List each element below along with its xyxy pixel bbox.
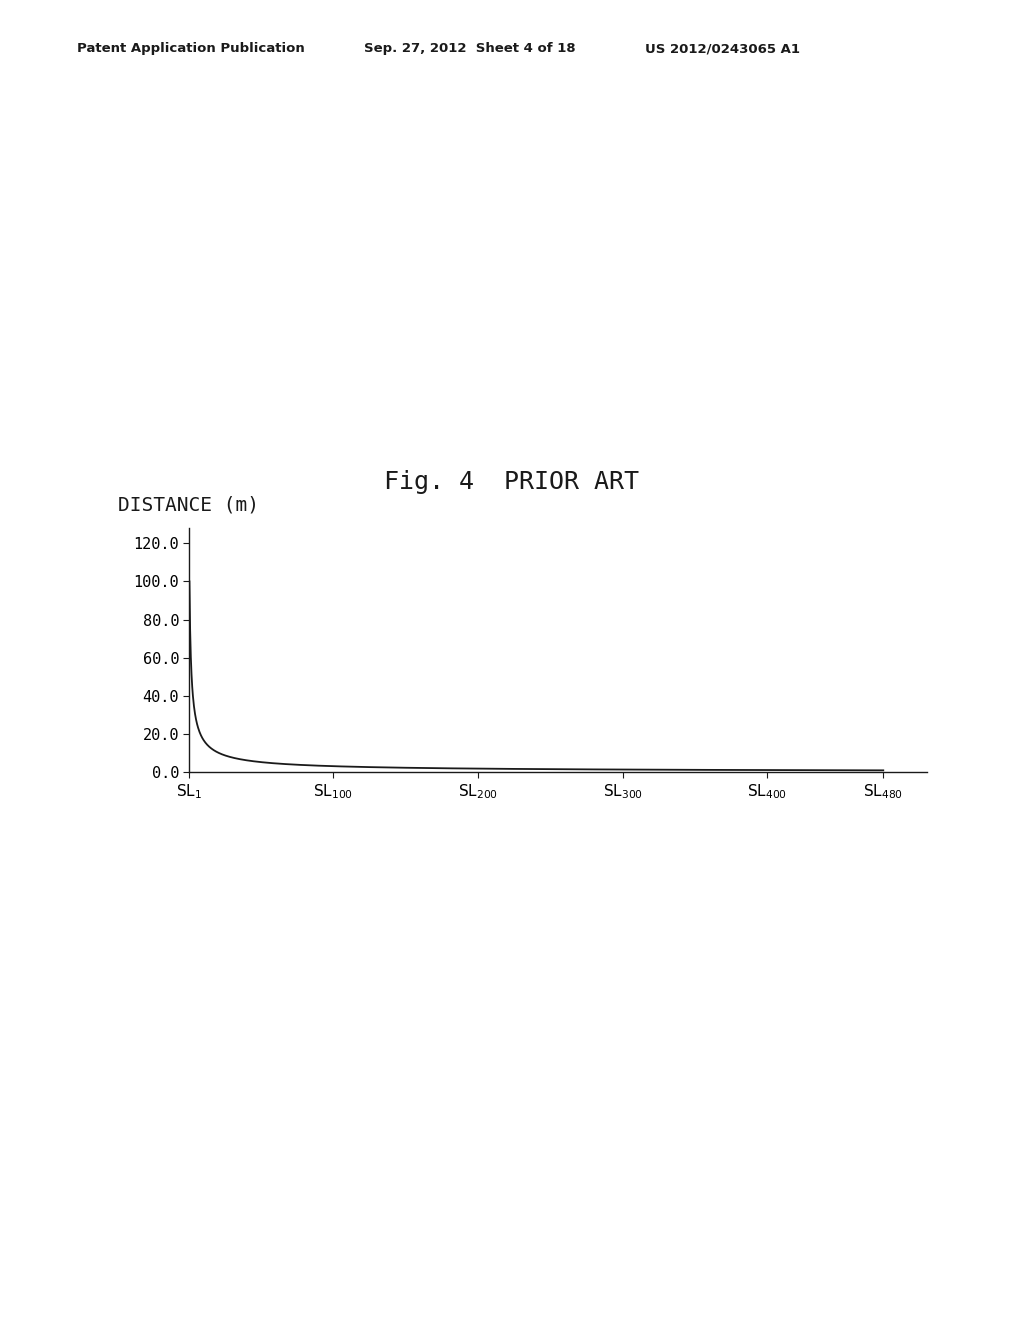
Text: Fig. 4  PRIOR ART: Fig. 4 PRIOR ART <box>384 470 640 494</box>
Text: DISTANCE (m): DISTANCE (m) <box>118 496 259 515</box>
Text: Patent Application Publication: Patent Application Publication <box>77 42 304 55</box>
Text: Sep. 27, 2012  Sheet 4 of 18: Sep. 27, 2012 Sheet 4 of 18 <box>364 42 575 55</box>
Text: US 2012/0243065 A1: US 2012/0243065 A1 <box>645 42 800 55</box>
